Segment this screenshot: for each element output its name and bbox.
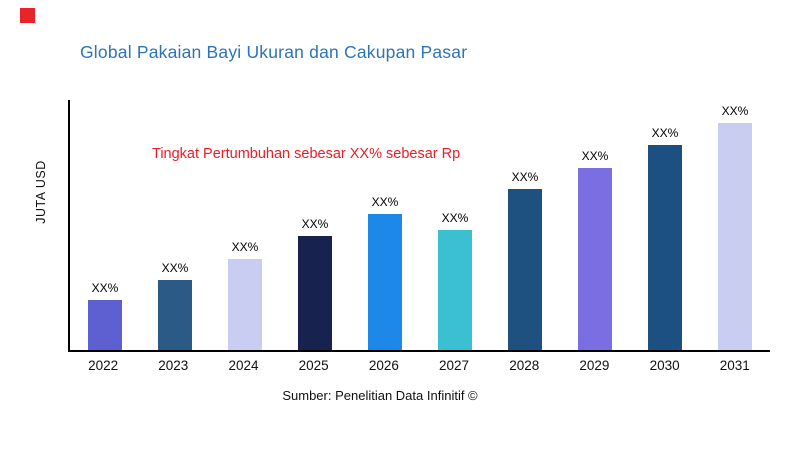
bar-column-2029: XX% bbox=[560, 100, 630, 350]
bar-value-label: XX% bbox=[721, 103, 749, 118]
bar-column-2028: XX% bbox=[490, 100, 560, 350]
bar-2026 bbox=[368, 213, 402, 350]
bar-column-2025: XX% bbox=[280, 100, 350, 350]
bar-value-label: XX% bbox=[371, 194, 399, 209]
x-tick-label-2025: 2025 bbox=[298, 358, 329, 373]
bar-value-label: XX% bbox=[301, 217, 329, 232]
bar-value-label: XX% bbox=[161, 260, 189, 275]
x-tick-label-2031: 2031 bbox=[719, 358, 750, 373]
bars-container: XX% XX% XX% XX% XX% XX% XX% XX% XX% XX% bbox=[70, 100, 770, 350]
bar-column-2027: XX% bbox=[420, 100, 490, 350]
x-tick-label-2022: 2022 bbox=[88, 358, 119, 373]
bar-column-2023: XX% bbox=[140, 100, 210, 350]
bar-2029 bbox=[578, 168, 612, 350]
chart-title: Global Pakaian Bayi Ukuran dan Cakupan P… bbox=[80, 42, 468, 62]
x-tick-label-2027: 2027 bbox=[439, 358, 470, 373]
brand-logo-mark bbox=[20, 8, 35, 23]
bar-column-2022: XX% bbox=[70, 100, 140, 350]
x-tick-label-2028: 2028 bbox=[509, 358, 540, 373]
bar-value-label: XX% bbox=[651, 126, 679, 141]
x-tick-label-2023: 2023 bbox=[158, 358, 189, 373]
x-tick-label-2024: 2024 bbox=[228, 358, 259, 373]
bar-value-label: XX% bbox=[441, 210, 469, 225]
x-tick-label-2029: 2029 bbox=[579, 358, 610, 373]
bar-value-label: XX% bbox=[231, 240, 259, 255]
bar-2023 bbox=[158, 279, 192, 350]
bar-2031 bbox=[718, 122, 752, 350]
bar-value-label: XX% bbox=[581, 149, 609, 164]
bar-value-label: XX% bbox=[511, 169, 539, 184]
bar-2024 bbox=[228, 259, 262, 350]
bar-column-2026: XX% bbox=[350, 100, 420, 350]
y-axis-label: JUTA USD bbox=[34, 160, 48, 224]
bar-value-label: XX% bbox=[91, 281, 119, 295]
bar-2027 bbox=[438, 229, 472, 350]
bar-column-2024: XX% bbox=[210, 100, 280, 350]
x-tick-label-2030: 2030 bbox=[649, 358, 680, 373]
bar-column-2030: XX% bbox=[630, 100, 700, 350]
x-axis-ticks: 2022 2023 2024 2025 2026 2027 2028 2029 2030 2031 bbox=[68, 358, 770, 373]
bar-2022 bbox=[88, 300, 122, 350]
source-attribution: Sumber: Penelitian Data Infinitif © bbox=[282, 388, 478, 403]
bar-2025 bbox=[298, 236, 332, 350]
x-tick-label-2026: 2026 bbox=[368, 358, 399, 373]
plot-area: Tingkat Pertumbuhan sebesar XX% sebesar … bbox=[68, 100, 770, 352]
growth-rate-annotation: Tingkat Pertumbuhan sebesar XX% sebesar … bbox=[152, 146, 461, 162]
bar-2028 bbox=[508, 188, 542, 350]
bar-column-2031: XX% bbox=[700, 100, 770, 350]
bar-2030 bbox=[648, 145, 682, 350]
